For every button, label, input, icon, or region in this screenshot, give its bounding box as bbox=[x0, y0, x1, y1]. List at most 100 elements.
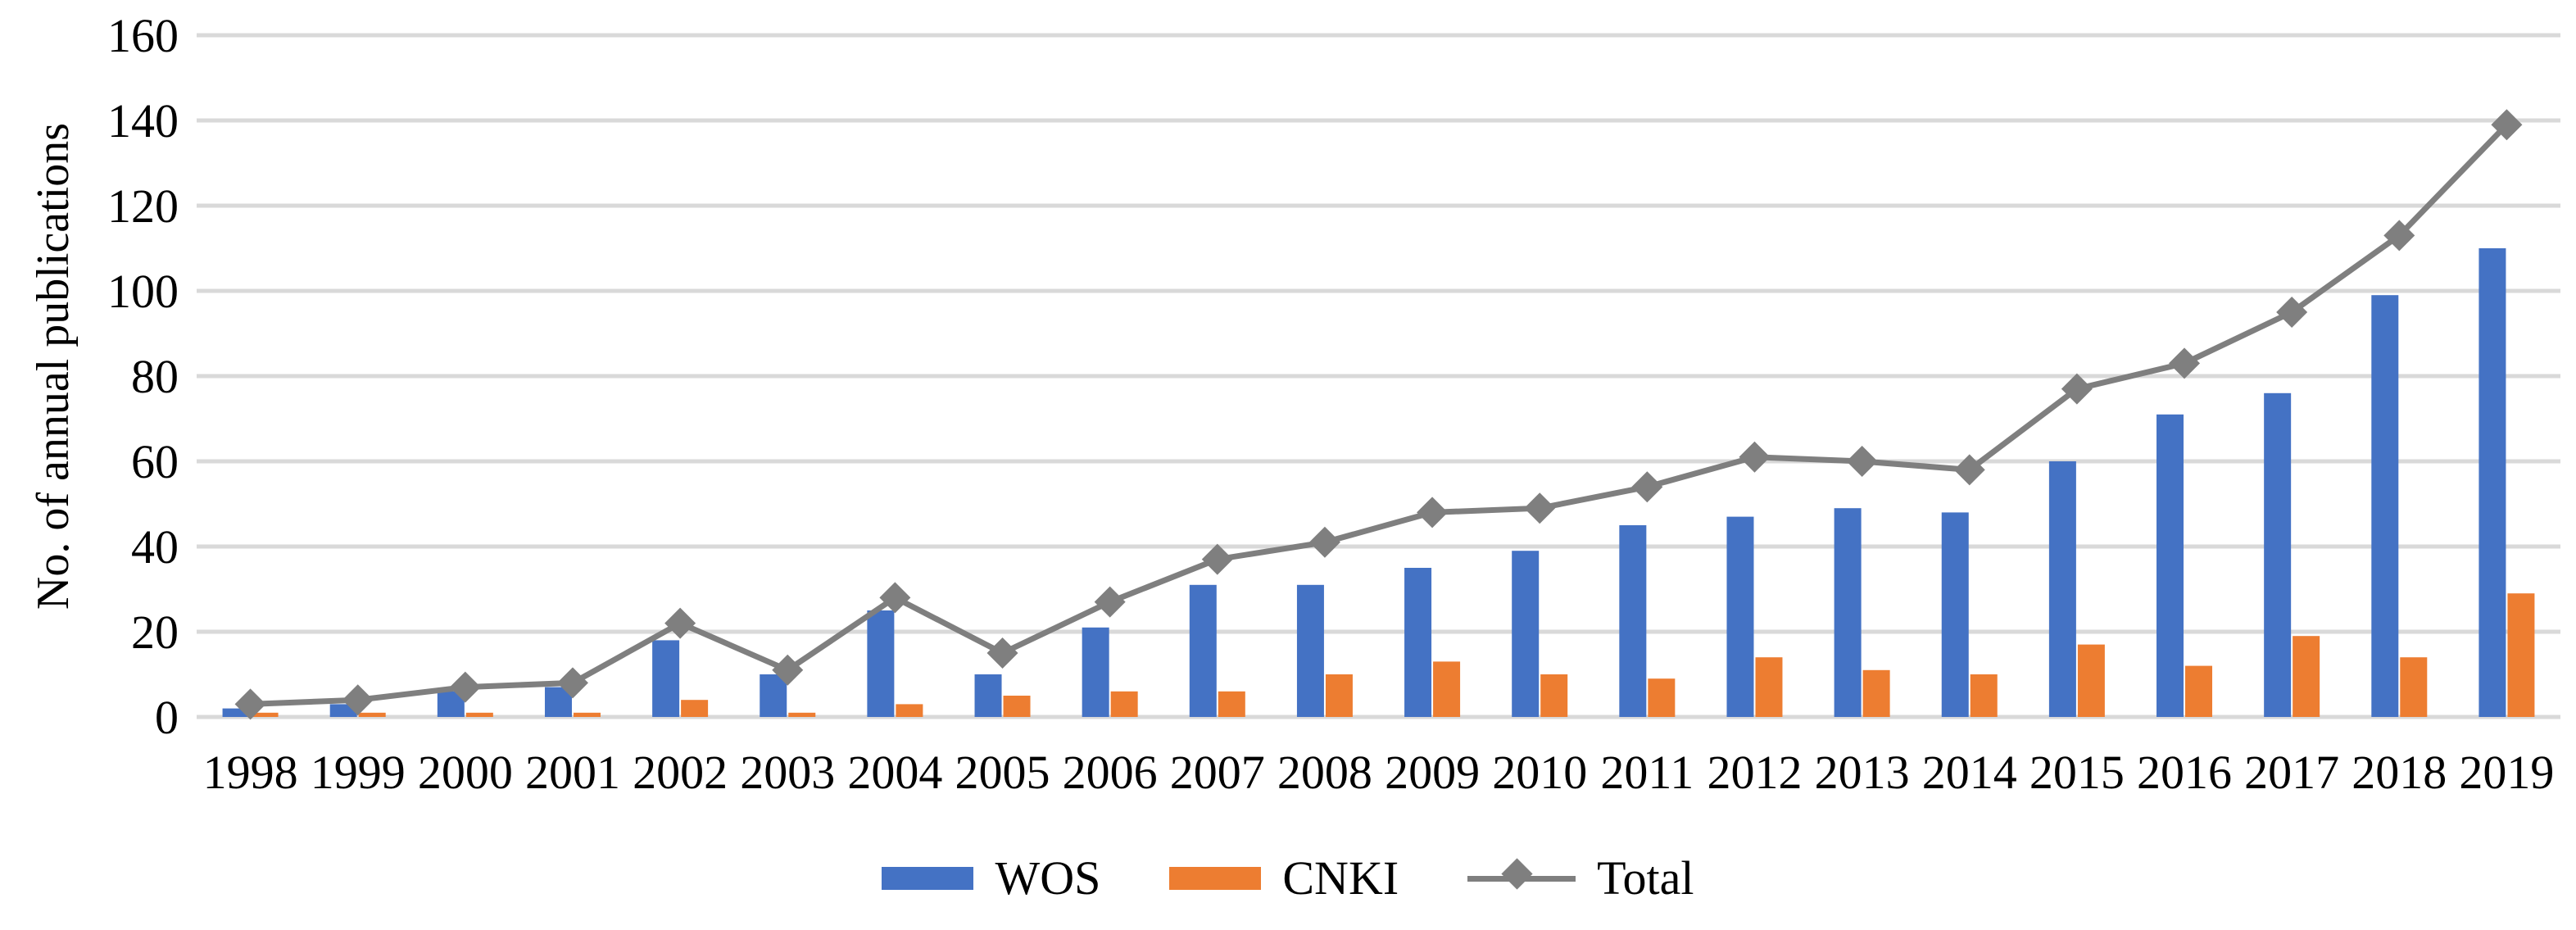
total-point-2000 bbox=[449, 671, 481, 703]
total-point-2015 bbox=[2061, 373, 2093, 405]
bar-wos-1998 bbox=[222, 708, 250, 717]
bar-cnki-2004 bbox=[896, 704, 923, 717]
bar-cnki-1998 bbox=[251, 712, 279, 717]
bar-cnki-2005 bbox=[1003, 696, 1031, 717]
legend-label-cnki: CNKI bbox=[1282, 851, 1399, 905]
bar-cnki-2007 bbox=[1218, 691, 1245, 717]
bar-wos-2007 bbox=[1189, 584, 1217, 717]
bar-cnki-2019 bbox=[2507, 593, 2535, 717]
x-tick-2011: 2011 bbox=[1600, 746, 1694, 799]
x-tick-2007: 2007 bbox=[1170, 746, 1265, 799]
x-tick-2015: 2015 bbox=[2030, 746, 2125, 799]
total-point-2009 bbox=[1417, 497, 1449, 529]
x-tick-2000: 2000 bbox=[418, 746, 513, 799]
bar-wos-2002 bbox=[652, 640, 680, 717]
total-point-2002 bbox=[664, 607, 696, 639]
bar-wos-2018 bbox=[2371, 295, 2399, 717]
bar-cnki-2002 bbox=[681, 700, 709, 717]
total-point-2014 bbox=[1953, 454, 1985, 486]
y-tick-80: 80 bbox=[131, 350, 179, 403]
x-tick-1998: 1998 bbox=[203, 746, 298, 799]
total-point-2001 bbox=[556, 667, 588, 699]
y-tick-0: 0 bbox=[155, 691, 179, 744]
bar-wos-2013 bbox=[1834, 508, 1862, 717]
x-tick-2003: 2003 bbox=[740, 746, 835, 799]
total-point-2019 bbox=[2491, 109, 2523, 141]
bar-cnki-2008 bbox=[1325, 674, 1353, 717]
total-line bbox=[250, 122, 2509, 707]
bar-wos-2019 bbox=[2478, 248, 2506, 717]
x-tick-2004: 2004 bbox=[847, 746, 942, 799]
y-tick-60: 60 bbox=[131, 435, 179, 488]
y-axis-title: No. of annual publications bbox=[28, 122, 79, 610]
bar-wos-2009 bbox=[1404, 568, 1432, 717]
bar-wos-2008 bbox=[1296, 584, 1324, 717]
x-tick-2016: 2016 bbox=[2137, 746, 2232, 799]
total-point-2003 bbox=[772, 654, 804, 686]
legend-label-wos: WOS bbox=[995, 851, 1101, 905]
x-tick-2001: 2001 bbox=[525, 746, 620, 799]
bar-wos-2011 bbox=[1619, 525, 1647, 717]
x-tick-2014: 2014 bbox=[1922, 746, 2017, 799]
bar-cnki-2016 bbox=[2185, 665, 2213, 717]
bar-wos-2017 bbox=[2264, 392, 2292, 717]
total-point-2004 bbox=[879, 582, 911, 614]
bar-cnki-1999 bbox=[358, 712, 386, 717]
x-tick-2010: 2010 bbox=[1492, 746, 1587, 799]
bar-wos-2010 bbox=[1512, 551, 1540, 717]
bar-cnki-2017 bbox=[2293, 636, 2320, 717]
bar-wos-2005 bbox=[974, 674, 1002, 717]
bar-wos-2004 bbox=[867, 610, 895, 717]
bar-cnki-2013 bbox=[1862, 669, 1890, 717]
total-point-1998 bbox=[234, 688, 266, 720]
x-tick-2018: 2018 bbox=[2352, 746, 2447, 799]
y-tick-40: 40 bbox=[131, 520, 179, 574]
x-tick-2009: 2009 bbox=[1385, 746, 1480, 799]
bar-wos-2014 bbox=[1941, 512, 1969, 717]
cnki-swatch-icon bbox=[1169, 866, 1262, 890]
chart-legend: WOS CNKI Total bbox=[0, 851, 2576, 905]
total-point-2013 bbox=[1846, 446, 1878, 477]
legend-item-wos: WOS bbox=[882, 851, 1100, 905]
bar-wos-2015 bbox=[2048, 461, 2076, 717]
y-tick-100: 100 bbox=[107, 265, 179, 318]
y-tick-20: 20 bbox=[131, 606, 179, 659]
y-tick-140: 140 bbox=[107, 94, 179, 147]
bar-cnki-2011 bbox=[1648, 678, 1676, 717]
total-point-2006 bbox=[1094, 586, 1126, 618]
legend-item-cnki: CNKI bbox=[1169, 851, 1399, 905]
bar-cnki-2001 bbox=[573, 712, 601, 717]
wos-swatch-icon bbox=[882, 866, 974, 890]
bar-cnki-2006 bbox=[1110, 691, 1138, 717]
total-point-2007 bbox=[1201, 543, 1233, 575]
bar-cnki-2003 bbox=[788, 712, 816, 717]
bar-cnki-2014 bbox=[1970, 674, 1998, 717]
x-tick-1999: 1999 bbox=[311, 746, 406, 799]
x-tick-2019: 2019 bbox=[2459, 746, 2554, 799]
x-tick-2012: 2012 bbox=[1707, 746, 1802, 799]
x-tick-2008: 2008 bbox=[1277, 746, 1372, 799]
total-point-2017 bbox=[2276, 297, 2308, 328]
bar-cnki-2000 bbox=[465, 712, 493, 717]
total-line-diamond-icon bbox=[1467, 857, 1576, 895]
total-point-1999 bbox=[342, 684, 374, 716]
bar-cnki-2012 bbox=[1755, 657, 1783, 717]
x-tick-2013: 2013 bbox=[1815, 746, 1910, 799]
bar-cnki-2009 bbox=[1433, 661, 1461, 717]
bar-cnki-2015 bbox=[2077, 644, 2105, 717]
total-point-2016 bbox=[2169, 347, 2201, 379]
bar-wos-2012 bbox=[1726, 516, 1754, 717]
total-point-2018 bbox=[2383, 220, 2415, 252]
legend-label-total: Total bbox=[1597, 851, 1694, 905]
total-point-2005 bbox=[986, 637, 1018, 669]
x-tick-2006: 2006 bbox=[1063, 746, 1158, 799]
x-tick-2017: 2017 bbox=[2244, 746, 2339, 799]
y-tick-120: 120 bbox=[107, 179, 179, 233]
bar-wos-2006 bbox=[1082, 627, 1109, 717]
x-tick-2002: 2002 bbox=[633, 746, 728, 799]
bar-cnki-2010 bbox=[1540, 674, 1568, 717]
bar-wos-2016 bbox=[2156, 414, 2184, 717]
total-point-2012 bbox=[1739, 441, 1771, 473]
